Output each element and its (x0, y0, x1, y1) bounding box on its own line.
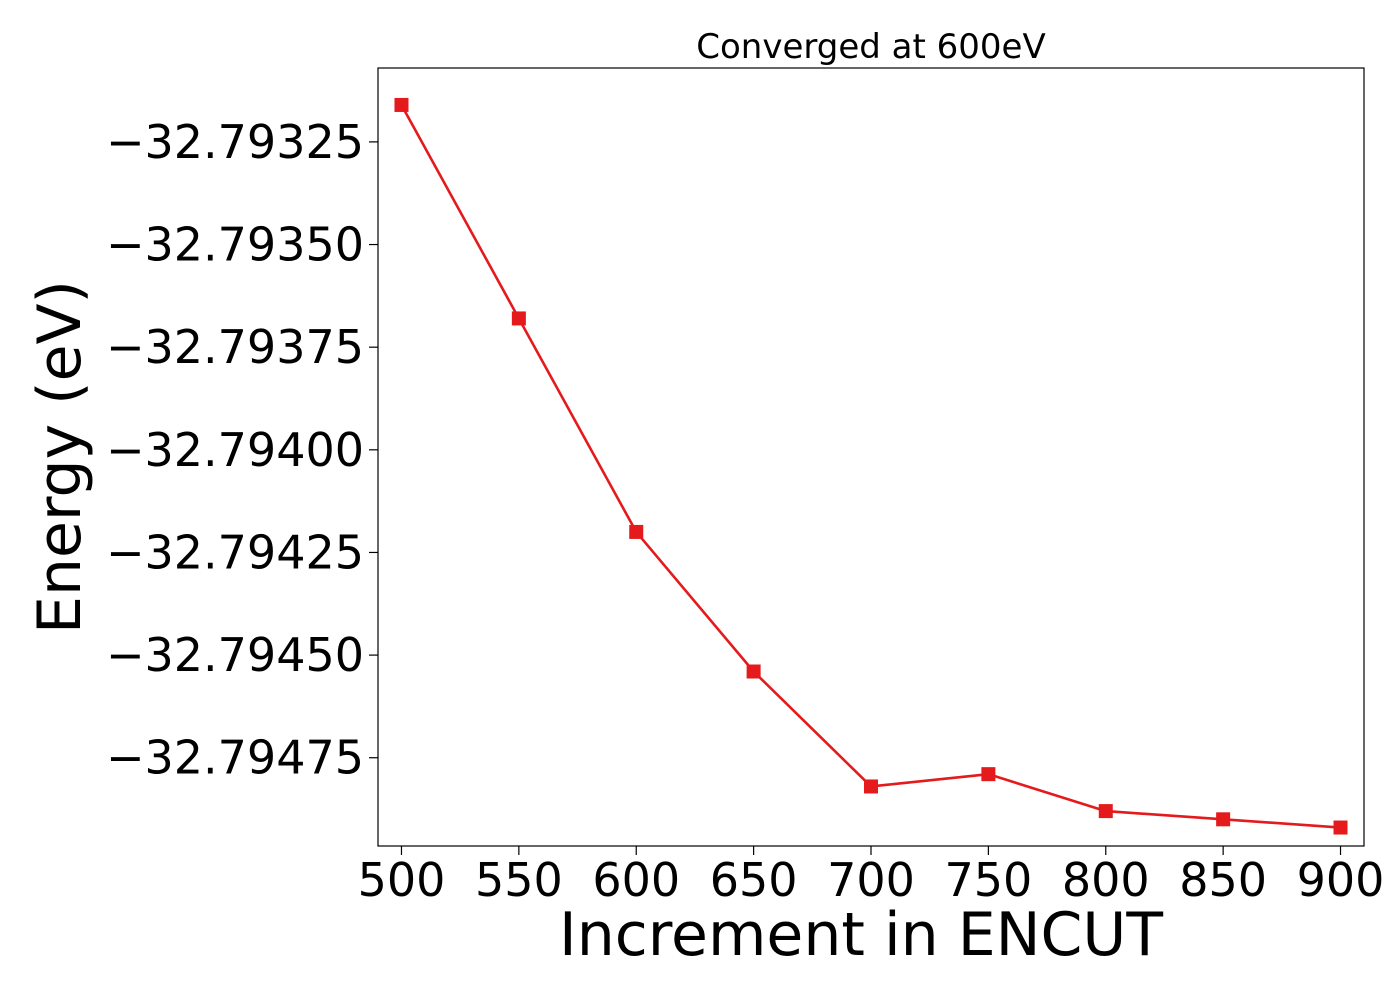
data-point-marker (981, 767, 996, 782)
x-tick-label: 600 (592, 853, 680, 907)
data-point-marker (394, 97, 409, 112)
y-tick-label: −32.79350 (106, 218, 364, 272)
x-tick-label: 550 (475, 853, 563, 907)
data-point-marker (746, 664, 761, 679)
y-tick-label: −32.79375 (106, 320, 364, 374)
x-axis-ticks: 500 550 600 650 700 750 800 850 900 (358, 846, 1385, 907)
data-point-marker (511, 311, 526, 326)
x-tick-label: 750 (944, 853, 1032, 907)
y-axis-label: Energy (eV) (25, 280, 95, 634)
data-point-marker (1098, 804, 1113, 819)
x-tick-label: 650 (710, 853, 798, 907)
x-tick-label: 900 (1297, 853, 1385, 907)
y-tick-label: −32.79425 (106, 525, 364, 579)
data-point-marker (864, 779, 878, 794)
data-point-marker (1333, 820, 1348, 835)
y-tick-label: −32.79400 (106, 423, 364, 477)
series-layer (394, 97, 1348, 835)
x-tick-label: 500 (358, 853, 446, 907)
x-tick-label: 850 (1179, 853, 1267, 907)
series-line (400, 104, 1341, 829)
x-tick-label: 800 (1062, 853, 1150, 907)
x-axis-label: Increment in ENCUT (559, 900, 1163, 970)
chart-title: Converged at 600eV (696, 27, 1045, 67)
y-tick-label: −32.79325 (106, 115, 364, 169)
y-tick-label: −32.79475 (106, 731, 364, 785)
x-tick-label: 700 (827, 853, 915, 907)
plot-area-frame (377, 67, 1365, 847)
data-point-marker (1216, 812, 1231, 827)
data-point-marker (629, 524, 644, 539)
y-axis-ticks: −32.79325 −32.79350 −32.79375 −32.79400 −32.… (106, 115, 378, 785)
y-tick-label: −32.79450 (106, 628, 364, 682)
